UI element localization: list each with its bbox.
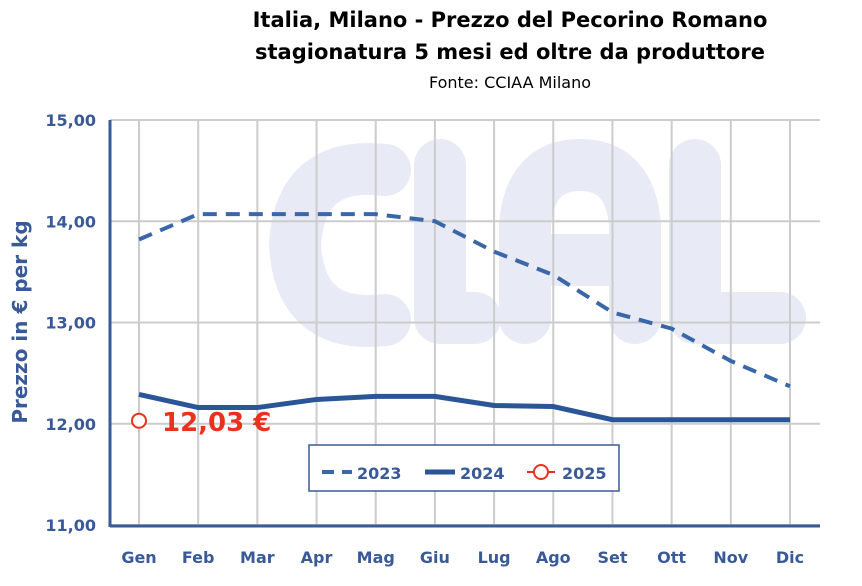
chart-title-line2: stagionatura 5 mesi ed oltre da produtto… bbox=[255, 40, 765, 64]
y-tick-label: 15,00 bbox=[45, 111, 96, 130]
chart-title: Italia, Milano - Prezzo del Pecorino Rom… bbox=[252, 8, 768, 32]
x-tick-label: Set bbox=[597, 548, 627, 567]
watermark-logo-c bbox=[269, 143, 411, 347]
legend-label: 2025 bbox=[562, 464, 607, 483]
x-tick-label: Mag bbox=[357, 548, 395, 567]
x-tick-label: Gen bbox=[121, 548, 156, 567]
chart-subtitle: Fonte: CCIAA Milano bbox=[428, 73, 592, 92]
y-tick-label: 13,00 bbox=[45, 314, 96, 333]
legend-label: 2024 bbox=[460, 464, 505, 483]
watermark-logo-l1 bbox=[414, 139, 501, 344]
series-line-2024 bbox=[138, 391, 790, 423]
y-tick-label: 12,00 bbox=[45, 415, 96, 434]
y-tick-label: 11,00 bbox=[45, 516, 96, 535]
x-tick-label: Ott bbox=[657, 548, 686, 567]
data-point-2025 bbox=[131, 412, 147, 429]
y-tick-label: 14,00 bbox=[45, 212, 96, 231]
data-label: 12,03 € bbox=[162, 408, 271, 438]
x-tick-label: Giu bbox=[420, 548, 450, 567]
legend-marker bbox=[533, 464, 549, 480]
x-tick-label: Nov bbox=[713, 548, 748, 567]
y-axis-label: Prezzo in € per kg bbox=[8, 220, 32, 423]
legend-label: 2023 bbox=[357, 464, 402, 483]
x-tick-label: Feb bbox=[182, 548, 215, 567]
x-tick-label: Dic bbox=[776, 548, 804, 567]
x-tick-label: Ago bbox=[536, 548, 571, 567]
watermark-logo-l2 bbox=[669, 139, 806, 344]
series-line-2023 bbox=[138, 212, 791, 389]
x-tick-label: Mar bbox=[240, 548, 275, 567]
legend bbox=[308, 444, 620, 492]
x-tick-label: Lug bbox=[478, 548, 511, 567]
x-tick-label: Apr bbox=[301, 548, 333, 567]
watermark-logo-a bbox=[499, 139, 661, 344]
